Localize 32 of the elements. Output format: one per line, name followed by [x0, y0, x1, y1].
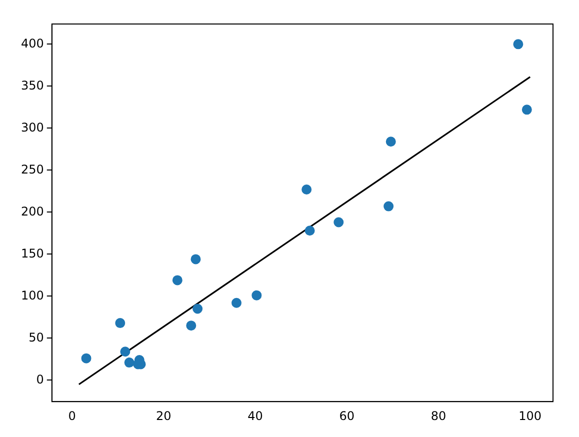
y-tick-label: 250	[21, 162, 44, 176]
point	[186, 320, 196, 331]
x-tick-label: 20	[156, 408, 172, 423]
y-tick-label: 50	[28, 330, 44, 344]
point	[190, 254, 201, 264]
point	[304, 226, 315, 236]
point	[334, 217, 344, 228]
y-tick-label: 100	[21, 288, 44, 302]
x-tick-label: 100	[518, 408, 542, 423]
point	[115, 318, 126, 328]
y-tick-label: 150	[21, 246, 44, 260]
point	[172, 275, 182, 286]
x-tick-label: 40	[248, 408, 263, 423]
x-tick-label: 0	[68, 408, 76, 423]
point	[513, 39, 524, 50]
x-tick-label: 80	[430, 408, 446, 423]
y-tick-label: 400	[21, 36, 44, 50]
point	[124, 358, 134, 368]
point	[302, 184, 312, 194]
point	[384, 201, 394, 212]
point	[120, 346, 130, 357]
point	[81, 353, 92, 364]
point	[386, 136, 396, 147]
x-tick-label: 60	[339, 408, 355, 423]
y-tick-label: 0	[36, 372, 44, 386]
point	[252, 290, 262, 300]
y-tick-label: 350	[21, 78, 44, 92]
point	[192, 304, 203, 314]
point	[231, 298, 242, 308]
y-tick-label: 200	[21, 204, 44, 218]
y-tick-label: 300	[21, 120, 44, 134]
point	[522, 104, 532, 115]
